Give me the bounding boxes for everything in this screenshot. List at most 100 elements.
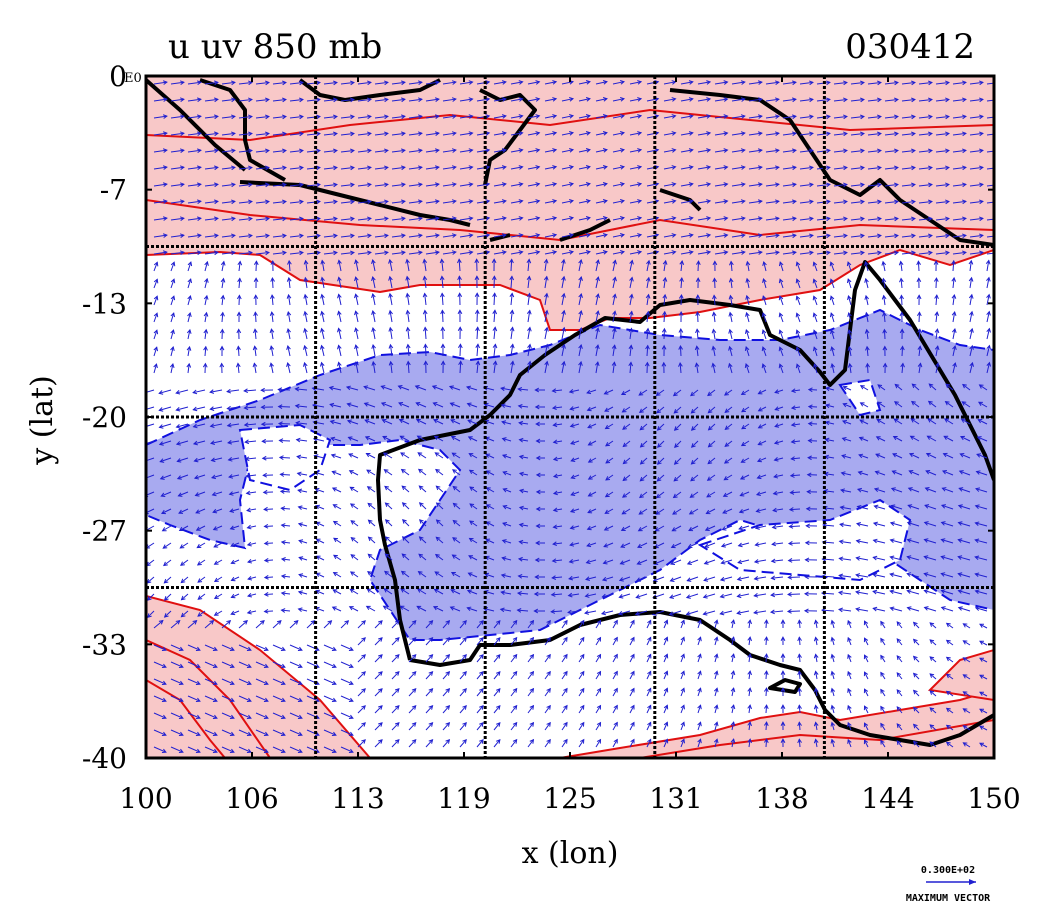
wind-vector-head [161,748,167,754]
wind-vector-head [584,593,590,598]
wind-vector [847,620,852,629]
wind-vector [304,328,308,340]
wind-vector [391,115,405,119]
wind-vector [510,132,523,136]
wind-vector [510,654,518,663]
wind-vector-head [671,148,677,153]
wind-vector [674,423,682,431]
wind-vector [544,327,548,340]
wind-vector [316,572,325,578]
wind-vector-head [944,400,950,406]
wind-vector-head [569,131,575,136]
wind-vector [640,440,648,448]
wind-vector [486,487,495,493]
wind-vector [680,671,685,680]
wind-vector-head [673,408,679,414]
wind-vector [894,401,903,408]
wind-vector-head [316,216,321,222]
wind-vector-head [724,408,730,413]
wind-vector-head [747,636,752,642]
wind-vector-head [620,526,626,531]
wind-vector [874,505,886,510]
wind-vector-head [855,556,861,561]
wind-vector-head [637,233,643,238]
wind-vector-head [406,360,411,366]
wind-vector-head [840,471,846,476]
wind-vector [924,504,937,510]
wind-vector-head [603,526,609,531]
wind-vector [884,150,898,153]
wind-vector [929,656,937,663]
wind-vector-head [899,277,904,283]
wind-vector [697,166,711,170]
wind-vector-head [252,362,258,368]
wind-vector [374,620,383,629]
wind-vector [476,81,490,85]
wind-vector-head [637,165,643,170]
wind-vector [629,234,642,238]
wind-vector [299,557,308,561]
wind-vector [247,576,257,580]
wind-vector-head [978,165,984,171]
wind-vector [578,344,582,357]
wind-vector [469,537,478,544]
wind-vector-head [162,233,168,238]
wind-vector-head [830,346,835,352]
wind-vector-head [962,131,967,137]
wind-vector [544,739,551,748]
wind-vector [946,622,954,629]
wind-vector [963,674,971,680]
wind-vector [612,277,616,289]
wind-vector [442,251,456,255]
wind-vector-head [388,275,393,281]
wind-vector [306,695,320,702]
wind-vector-head [162,80,168,85]
wind-vector-head [195,680,201,686]
wind-vector [946,639,954,646]
wind-vector [162,542,172,549]
wind-vector-head [688,199,694,204]
wind-vector [493,166,506,170]
wind-vector [195,508,206,514]
wind-vector-head [770,575,776,581]
wind-vector-head [876,401,882,406]
wind-vector-head [495,653,501,659]
wind-vector-head [146,596,152,601]
wind-vector-head [826,114,831,120]
wind-vector-head [787,575,793,580]
wind-vector [952,98,966,102]
wind-vector-head [697,653,702,659]
wind-vector-head [451,114,457,119]
wind-vector-head [280,680,286,686]
wind-vector [374,637,383,646]
wind-vector-head [638,510,644,515]
wind-vector-head [371,292,376,298]
wind-vector-head [263,714,269,720]
wind-vector-head [247,592,253,598]
wind-vector [729,346,733,357]
wind-vector-head [196,250,202,256]
wind-vector-head [813,619,819,625]
wind-vector [959,487,971,493]
wind-vector [680,620,685,629]
wind-vector-head [602,148,608,153]
wind-vector [605,440,614,447]
wind-vector-head [535,80,541,85]
wind-vector-head [974,504,980,509]
wind-vector-head [451,216,457,221]
wind-vector-head [263,540,269,546]
wind-vector-head [769,609,775,615]
wind-vector [374,688,383,697]
wind-vector-head [795,312,801,318]
wind-vector [850,251,864,255]
wind-vector-head [485,199,491,204]
wind-vector [452,469,461,476]
wind-vector-head [595,327,600,333]
wind-vector [288,260,291,272]
wind-vector [298,608,308,612]
wind-vector-head [830,636,836,642]
wind-vector [782,132,796,136]
wind-vector [952,115,966,119]
wind-vector [204,329,207,340]
wind-vector-head [856,504,862,510]
